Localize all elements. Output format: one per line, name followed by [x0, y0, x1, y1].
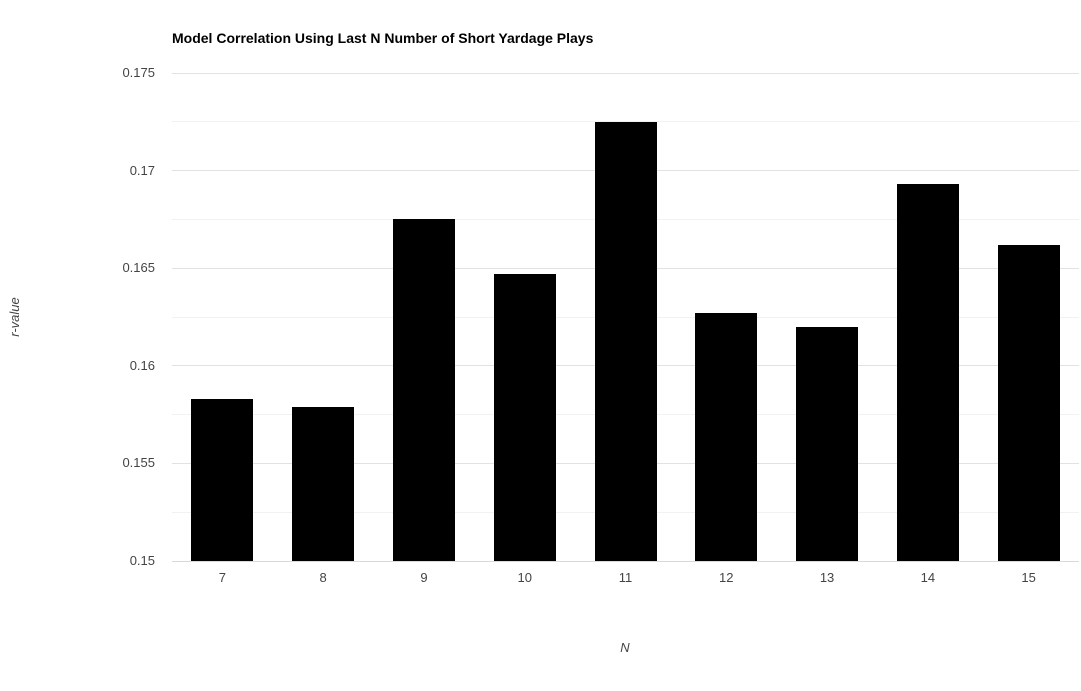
bar-10 — [493, 274, 556, 561]
bar-8 — [292, 406, 355, 561]
bar-15 — [997, 244, 1060, 561]
bar-11 — [594, 121, 657, 561]
y-tick-label: 0.165 — [122, 260, 155, 276]
x-tick-label: 15 — [1021, 570, 1036, 585]
y-tick-label: 0.155 — [122, 455, 155, 471]
y-tick-label: 0.16 — [129, 357, 155, 373]
major-gridline — [172, 72, 1079, 74]
chart-title: Model Correlation Using Last N Number of… — [172, 30, 594, 46]
bar-12 — [695, 313, 758, 561]
x-tick-label: 10 — [517, 570, 532, 585]
x-tick-label: 8 — [319, 570, 327, 585]
plot-area — [172, 72, 1079, 562]
bar-9 — [392, 219, 455, 561]
y-tick-label: 0.175 — [122, 65, 155, 80]
y-tick-label: 0.15 — [129, 553, 155, 568]
x-tick-label: 7 — [218, 570, 226, 585]
x-tick-label: 9 — [420, 570, 428, 585]
x-tick-label: 11 — [618, 570, 633, 585]
x-tick-label: 13 — [819, 570, 835, 585]
y-tick-label: 0.17 — [129, 162, 155, 178]
bar-7 — [191, 398, 254, 561]
x-axis-title: N — [620, 640, 630, 655]
x-tick-label: 14 — [920, 570, 936, 585]
y-axis-title: r-value — [7, 297, 22, 337]
x-axis-line — [172, 560, 1079, 562]
x-tick-label: 12 — [719, 570, 734, 585]
bar-13 — [796, 326, 859, 561]
bar-14 — [896, 184, 959, 561]
